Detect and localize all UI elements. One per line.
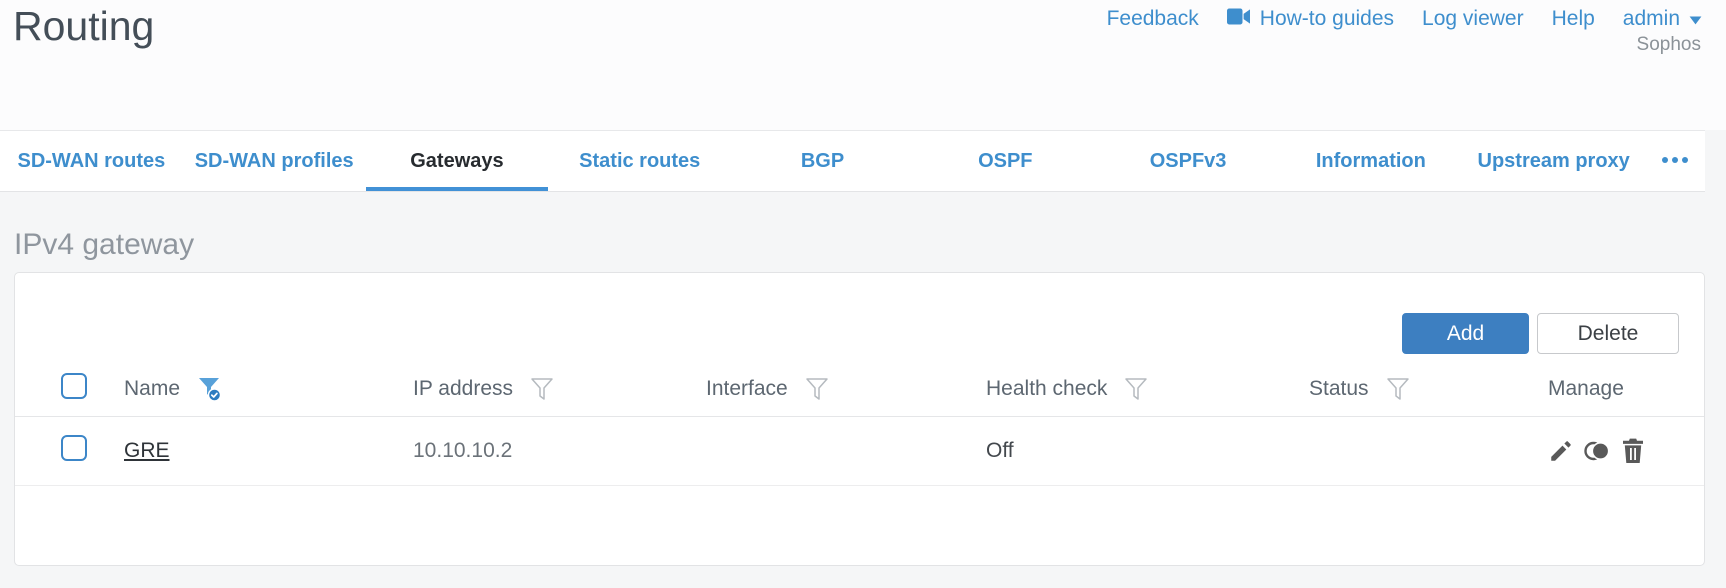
health-check-cell: Off: [986, 439, 1014, 462]
more-tabs-button[interactable]: [1645, 131, 1705, 191]
howto-guides-link[interactable]: How-to guides: [1226, 7, 1395, 31]
log-viewer-link[interactable]: Log viewer: [1422, 7, 1524, 31]
help-link[interactable]: Help: [1552, 7, 1595, 31]
tab-bgp[interactable]: BGP: [800, 149, 845, 172]
column-header-interface: Interface: [706, 377, 788, 400]
section-title: IPv4 gateway: [14, 228, 195, 261]
page-title: Routing: [13, 3, 155, 49]
select-all-checkbox[interactable]: [61, 373, 87, 399]
log-viewer-label: Log viewer: [1422, 7, 1524, 30]
clone-icon[interactable]: [1583, 439, 1612, 463]
routing-tabbar: SD-WAN routes SD-WAN profiles Gateways S…: [0, 130, 1705, 192]
filter-icon[interactable]: [1386, 377, 1410, 402]
tab-upstream-proxy[interactable]: Upstream proxy: [1477, 149, 1630, 172]
tab-ospfv3[interactable]: OSPFv3: [1149, 149, 1227, 172]
howto-guides-label: How-to guides: [1259, 7, 1395, 30]
content-area: IPv4 gateway Add Delete Name IP address: [0, 192, 1726, 588]
column-header-manage: Manage: [1548, 377, 1624, 400]
top-header: Routing Feedback How-to guides Log viewe…: [0, 0, 1726, 130]
column-header-health-check: Health check: [986, 377, 1108, 400]
table-toolbar: Add Delete: [15, 273, 1704, 354]
tab-gateways[interactable]: Gateways: [365, 131, 549, 191]
ellipsis-icon: [1662, 157, 1669, 163]
header-nav: Feedback How-to guides Log viewer Help a…: [1107, 7, 1702, 31]
row-checkbox[interactable]: [61, 435, 87, 461]
manage-actions: [1548, 438, 1704, 464]
tab-sd-wan-profiles[interactable]: SD-WAN profiles: [194, 149, 354, 172]
videocam-icon: [1226, 7, 1251, 31]
filter-icon[interactable]: [530, 377, 554, 402]
feedback-link[interactable]: Feedback: [1107, 7, 1199, 31]
edit-icon[interactable]: [1548, 438, 1574, 464]
delete-icon[interactable]: [1621, 438, 1645, 464]
chevron-down-icon: [1689, 7, 1702, 31]
feedback-label: Feedback: [1106, 7, 1199, 30]
column-header-name: Name: [124, 377, 181, 400]
column-header-status: Status: [1309, 377, 1369, 400]
ellipsis-icon: [1672, 157, 1679, 163]
tab-information[interactable]: Information: [1315, 149, 1426, 172]
delete-button[interactable]: Delete: [1537, 313, 1679, 354]
gateway-name-link[interactable]: GRE: [124, 439, 170, 462]
filter-icon[interactable]: [805, 377, 829, 402]
table-row: GRE 10.10.10.2 Off: [15, 417, 1704, 486]
user-label: admin: [1622, 7, 1680, 30]
filter-active-icon[interactable]: [197, 376, 223, 403]
column-header-ip-address: IP address: [413, 377, 514, 400]
help-label: Help: [1551, 7, 1595, 30]
user-menu[interactable]: admin: [1623, 7, 1702, 31]
tab-static-routes[interactable]: Static routes: [579, 149, 701, 172]
add-button[interactable]: Add: [1402, 313, 1529, 354]
ellipsis-icon: [1682, 157, 1689, 163]
tab-ospf[interactable]: OSPF: [978, 149, 1033, 172]
filter-icon[interactable]: [1124, 377, 1148, 402]
ip-address-cell: 10.10.10.2: [413, 439, 513, 462]
tab-sd-wan-routes[interactable]: SD-WAN routes: [17, 149, 166, 172]
ipv4-gateway-card: Add Delete Name IP address: [14, 272, 1705, 566]
brand-label: Sophos: [1636, 34, 1701, 55]
table-header-row: Name IP address Interface: [15, 362, 1704, 417]
